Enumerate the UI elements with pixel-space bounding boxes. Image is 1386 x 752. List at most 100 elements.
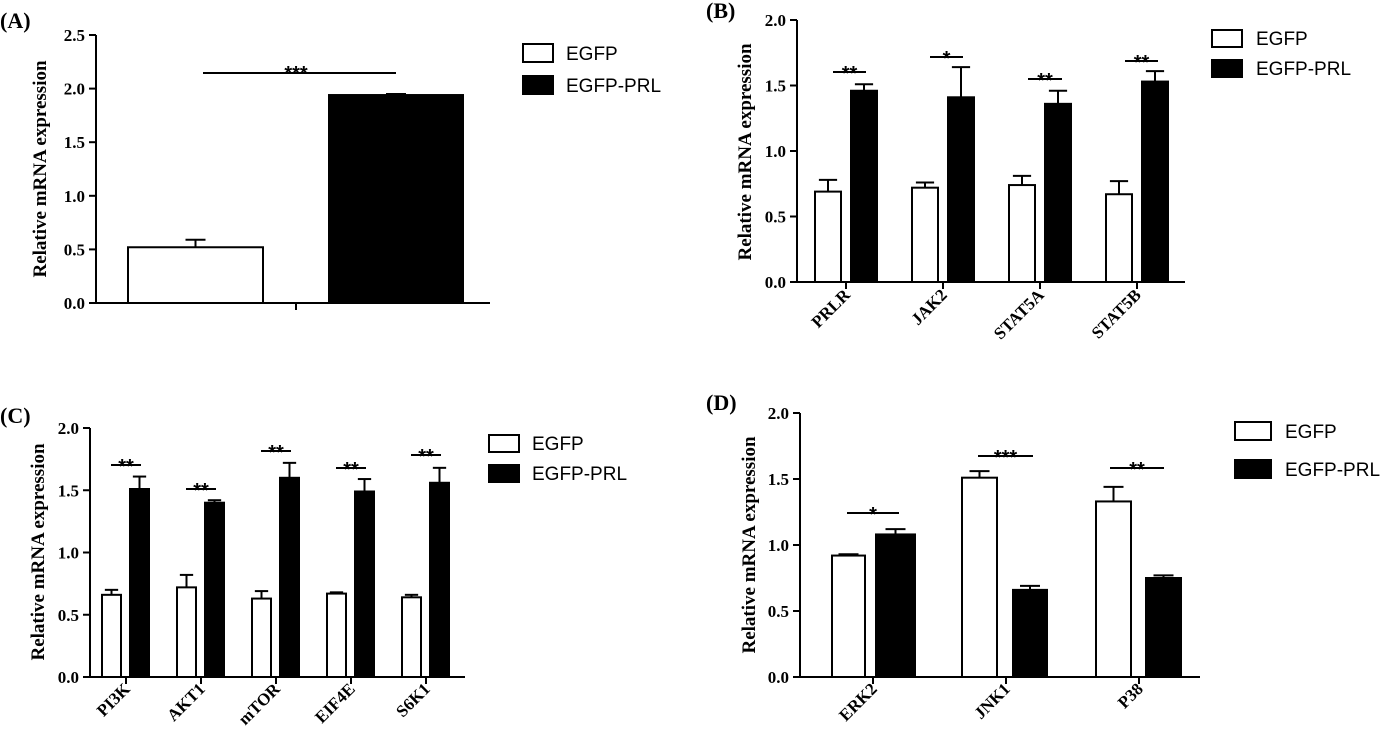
y-tick-label: 2.5 bbox=[64, 26, 85, 45]
significance-label: ** bbox=[1037, 70, 1053, 92]
bar bbox=[328, 94, 464, 304]
bar bbox=[1044, 102, 1072, 283]
x-category-label: mTOR bbox=[235, 679, 285, 729]
bar bbox=[1012, 588, 1048, 679]
y-tick-label: 0.0 bbox=[64, 294, 85, 313]
y-tick-label: 2.0 bbox=[768, 404, 789, 423]
y-tick-label: 0.5 bbox=[768, 602, 789, 621]
x-category-label: ERK2 bbox=[835, 679, 880, 724]
legend-label: EGFP bbox=[1285, 422, 1337, 443]
y-tick-label: 2.0 bbox=[765, 11, 786, 30]
y-tick-label: 1.0 bbox=[58, 544, 79, 563]
bar bbox=[129, 488, 150, 678]
y-tick-label: 1.0 bbox=[64, 187, 85, 206]
y-tick-label: 1.5 bbox=[64, 133, 85, 152]
legend-label: EGFP bbox=[1256, 29, 1308, 50]
significance-label: ** bbox=[1129, 459, 1145, 481]
bar bbox=[814, 190, 842, 283]
bar bbox=[1141, 80, 1169, 283]
chart-panel: (D) 0.0 0.5 1.0 1.5 2.0 Relative mRNA expressi… bbox=[706, 390, 1380, 725]
significance-label: ** bbox=[193, 480, 209, 502]
x-category-label: STAT5B bbox=[1088, 285, 1145, 342]
y-axis-title: Relative mRNA expression bbox=[735, 43, 756, 261]
legend-swatch bbox=[1211, 29, 1243, 48]
y-tick-label: 2.0 bbox=[58, 419, 79, 438]
y-tick-label: 1.0 bbox=[765, 142, 786, 161]
legend-swatch bbox=[1234, 459, 1272, 479]
significance-label: ** bbox=[842, 63, 858, 85]
legend-label: EGFP-PRL bbox=[1285, 460, 1380, 481]
bar bbox=[831, 554, 866, 678]
legend-swatch bbox=[522, 75, 554, 95]
x-category-label: EIF4E bbox=[311, 679, 359, 727]
significance-label: * bbox=[869, 504, 877, 526]
legend-swatch bbox=[488, 464, 520, 483]
bar bbox=[911, 186, 939, 283]
y-tick-label: 0.0 bbox=[765, 273, 786, 292]
bar bbox=[1105, 193, 1133, 283]
y-tick-label: 0.5 bbox=[58, 606, 79, 625]
legend-swatch bbox=[1211, 59, 1243, 78]
y-axis-title: Relative mRNA expression bbox=[28, 443, 49, 661]
significance-label: ** bbox=[268, 442, 284, 464]
x-category-label: P38 bbox=[1114, 679, 1147, 712]
x-category-label: PI3K bbox=[93, 679, 134, 720]
y-tick-label: 1.5 bbox=[58, 481, 79, 500]
bar bbox=[251, 597, 272, 678]
panel-label: (A) bbox=[0, 8, 31, 33]
legend-swatch bbox=[1234, 421, 1272, 441]
significance-label: *** bbox=[284, 63, 308, 85]
bar bbox=[961, 476, 998, 678]
bar bbox=[875, 533, 916, 678]
chart-panel: (C) 0.0 0.5 1.0 1.5 2.0 Relative mRNA expressi… bbox=[0, 403, 627, 729]
legend-label: EGFP-PRL bbox=[1256, 59, 1351, 80]
bar bbox=[354, 490, 375, 678]
bar bbox=[176, 586, 197, 678]
bar bbox=[850, 89, 878, 283]
x-category-label: PRLR bbox=[808, 285, 855, 332]
panel-label: (B) bbox=[706, 0, 735, 23]
y-tick-label: 0.0 bbox=[768, 668, 789, 687]
y-tick-label: 0.5 bbox=[64, 240, 85, 259]
chart-panel: (B) 0.0 0.5 1.0 1.5 2.0 Relative mRNA expressi… bbox=[706, 0, 1351, 343]
bar bbox=[947, 96, 975, 284]
significance-label: ** bbox=[118, 456, 134, 478]
significance-label: * bbox=[943, 48, 951, 70]
panel-label: (C) bbox=[0, 403, 31, 428]
significance-label: ** bbox=[1134, 52, 1150, 74]
y-axis-title: Relative mRNA expression bbox=[739, 436, 760, 654]
y-axis-title: Relative mRNA expression bbox=[30, 60, 51, 278]
significance-label: ** bbox=[418, 446, 434, 468]
x-category-label: S6K1 bbox=[392, 679, 433, 720]
bar bbox=[1008, 184, 1036, 283]
y-tick-label: 0.0 bbox=[58, 668, 79, 687]
significance-label: ** bbox=[343, 459, 359, 481]
y-tick-label: 2.0 bbox=[64, 80, 85, 99]
panel-label: (D) bbox=[706, 390, 737, 415]
x-category-label: JAK2 bbox=[907, 285, 950, 328]
legend-swatch bbox=[522, 43, 554, 63]
bar bbox=[101, 593, 122, 679]
x-category-label: JNK1 bbox=[970, 679, 1013, 722]
y-tick-label: 1.5 bbox=[765, 77, 786, 96]
legend-label: EGFP-PRL bbox=[532, 464, 627, 485]
legend-label: EGFP bbox=[532, 434, 584, 455]
significance-label: *** bbox=[994, 447, 1018, 469]
y-tick-label: 1.5 bbox=[768, 470, 789, 489]
chart-panel: (A) 0.0 0.5 1.0 1.5 2.0 2.5 Relative mRNA expre… bbox=[0, 8, 661, 313]
legend-label: EGFP bbox=[566, 44, 618, 65]
x-category-label: STAT5A bbox=[990, 285, 1048, 343]
y-tick-label: 1.0 bbox=[768, 536, 789, 555]
bar bbox=[326, 592, 347, 679]
legend-label: EGFP-PRL bbox=[566, 76, 661, 97]
x-category-label: AKT1 bbox=[163, 679, 208, 724]
bar bbox=[1145, 577, 1182, 678]
bar bbox=[127, 246, 264, 304]
legend-swatch bbox=[488, 434, 520, 453]
bar bbox=[279, 476, 300, 678]
y-tick-label: 0.5 bbox=[765, 208, 786, 227]
bar bbox=[1095, 500, 1132, 678]
bar bbox=[429, 481, 450, 678]
bar bbox=[204, 501, 225, 679]
